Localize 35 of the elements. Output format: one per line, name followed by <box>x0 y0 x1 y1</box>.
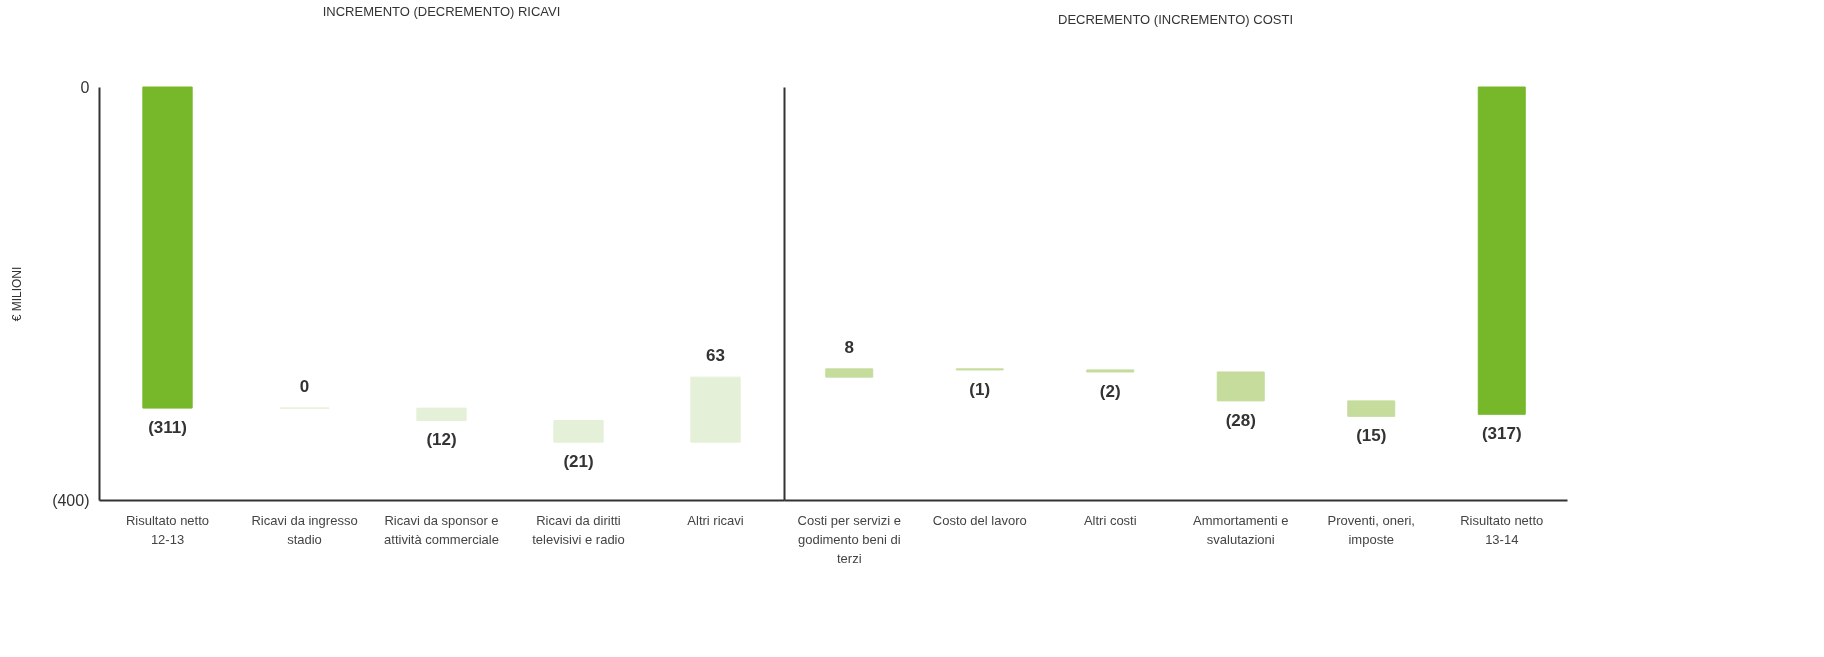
x-tick-label: Costo del lavoro <box>932 512 1027 528</box>
bar <box>1086 369 1135 373</box>
data-label: (28) <box>1225 410 1256 430</box>
bar <box>1347 400 1396 417</box>
chart-title: INCREMENTO (DECREMENTO) RICAVI <box>322 4 561 19</box>
bar <box>553 420 604 443</box>
x-tick-label: Altri ricavi <box>687 512 744 528</box>
data-label: (1) <box>969 379 991 399</box>
bar <box>142 86 193 409</box>
x-tick-label: Ricavi da sponsor e attività commerciale <box>384 512 499 547</box>
x-tick-label: Proventi, oneri, imposte <box>1327 512 1415 547</box>
x-tick-label: Ricavi da ingresso stadio <box>251 512 358 547</box>
x-tick-label: Risultato netto 13-14 <box>1460 512 1544 547</box>
bar <box>1216 371 1265 402</box>
bar <box>825 368 874 378</box>
chart-title: DECREMENTO (INCREMENTO) COSTI <box>1058 11 1293 27</box>
x-tick-label: Risultato netto 12-13 <box>125 512 210 547</box>
data-label: 0 <box>299 377 310 397</box>
data-label: (317) <box>1481 424 1522 444</box>
x-tick-label: Ricavi da diritti televisivi e radio <box>532 512 625 547</box>
data-label: (2) <box>1099 381 1121 401</box>
x-tick-label: Ammortamenti e svalutazioni <box>1193 512 1289 547</box>
x-tick-label: Costi per servizi e godimento beni di terzi <box>797 512 901 566</box>
y-tick-label: (400) <box>52 491 90 509</box>
bar <box>1477 86 1526 415</box>
bar <box>690 376 741 443</box>
data-label: (21) <box>563 452 594 472</box>
data-label: (12) <box>426 430 457 450</box>
data-label: (311) <box>148 418 187 438</box>
x-tick-label: Altri costi <box>1083 512 1137 528</box>
y-axis-title: € MILIONI <box>10 266 25 322</box>
data-label: (15) <box>1356 426 1387 446</box>
data-label: 63 <box>706 346 725 366</box>
data-label: 8 <box>844 337 854 357</box>
bar <box>416 407 467 421</box>
